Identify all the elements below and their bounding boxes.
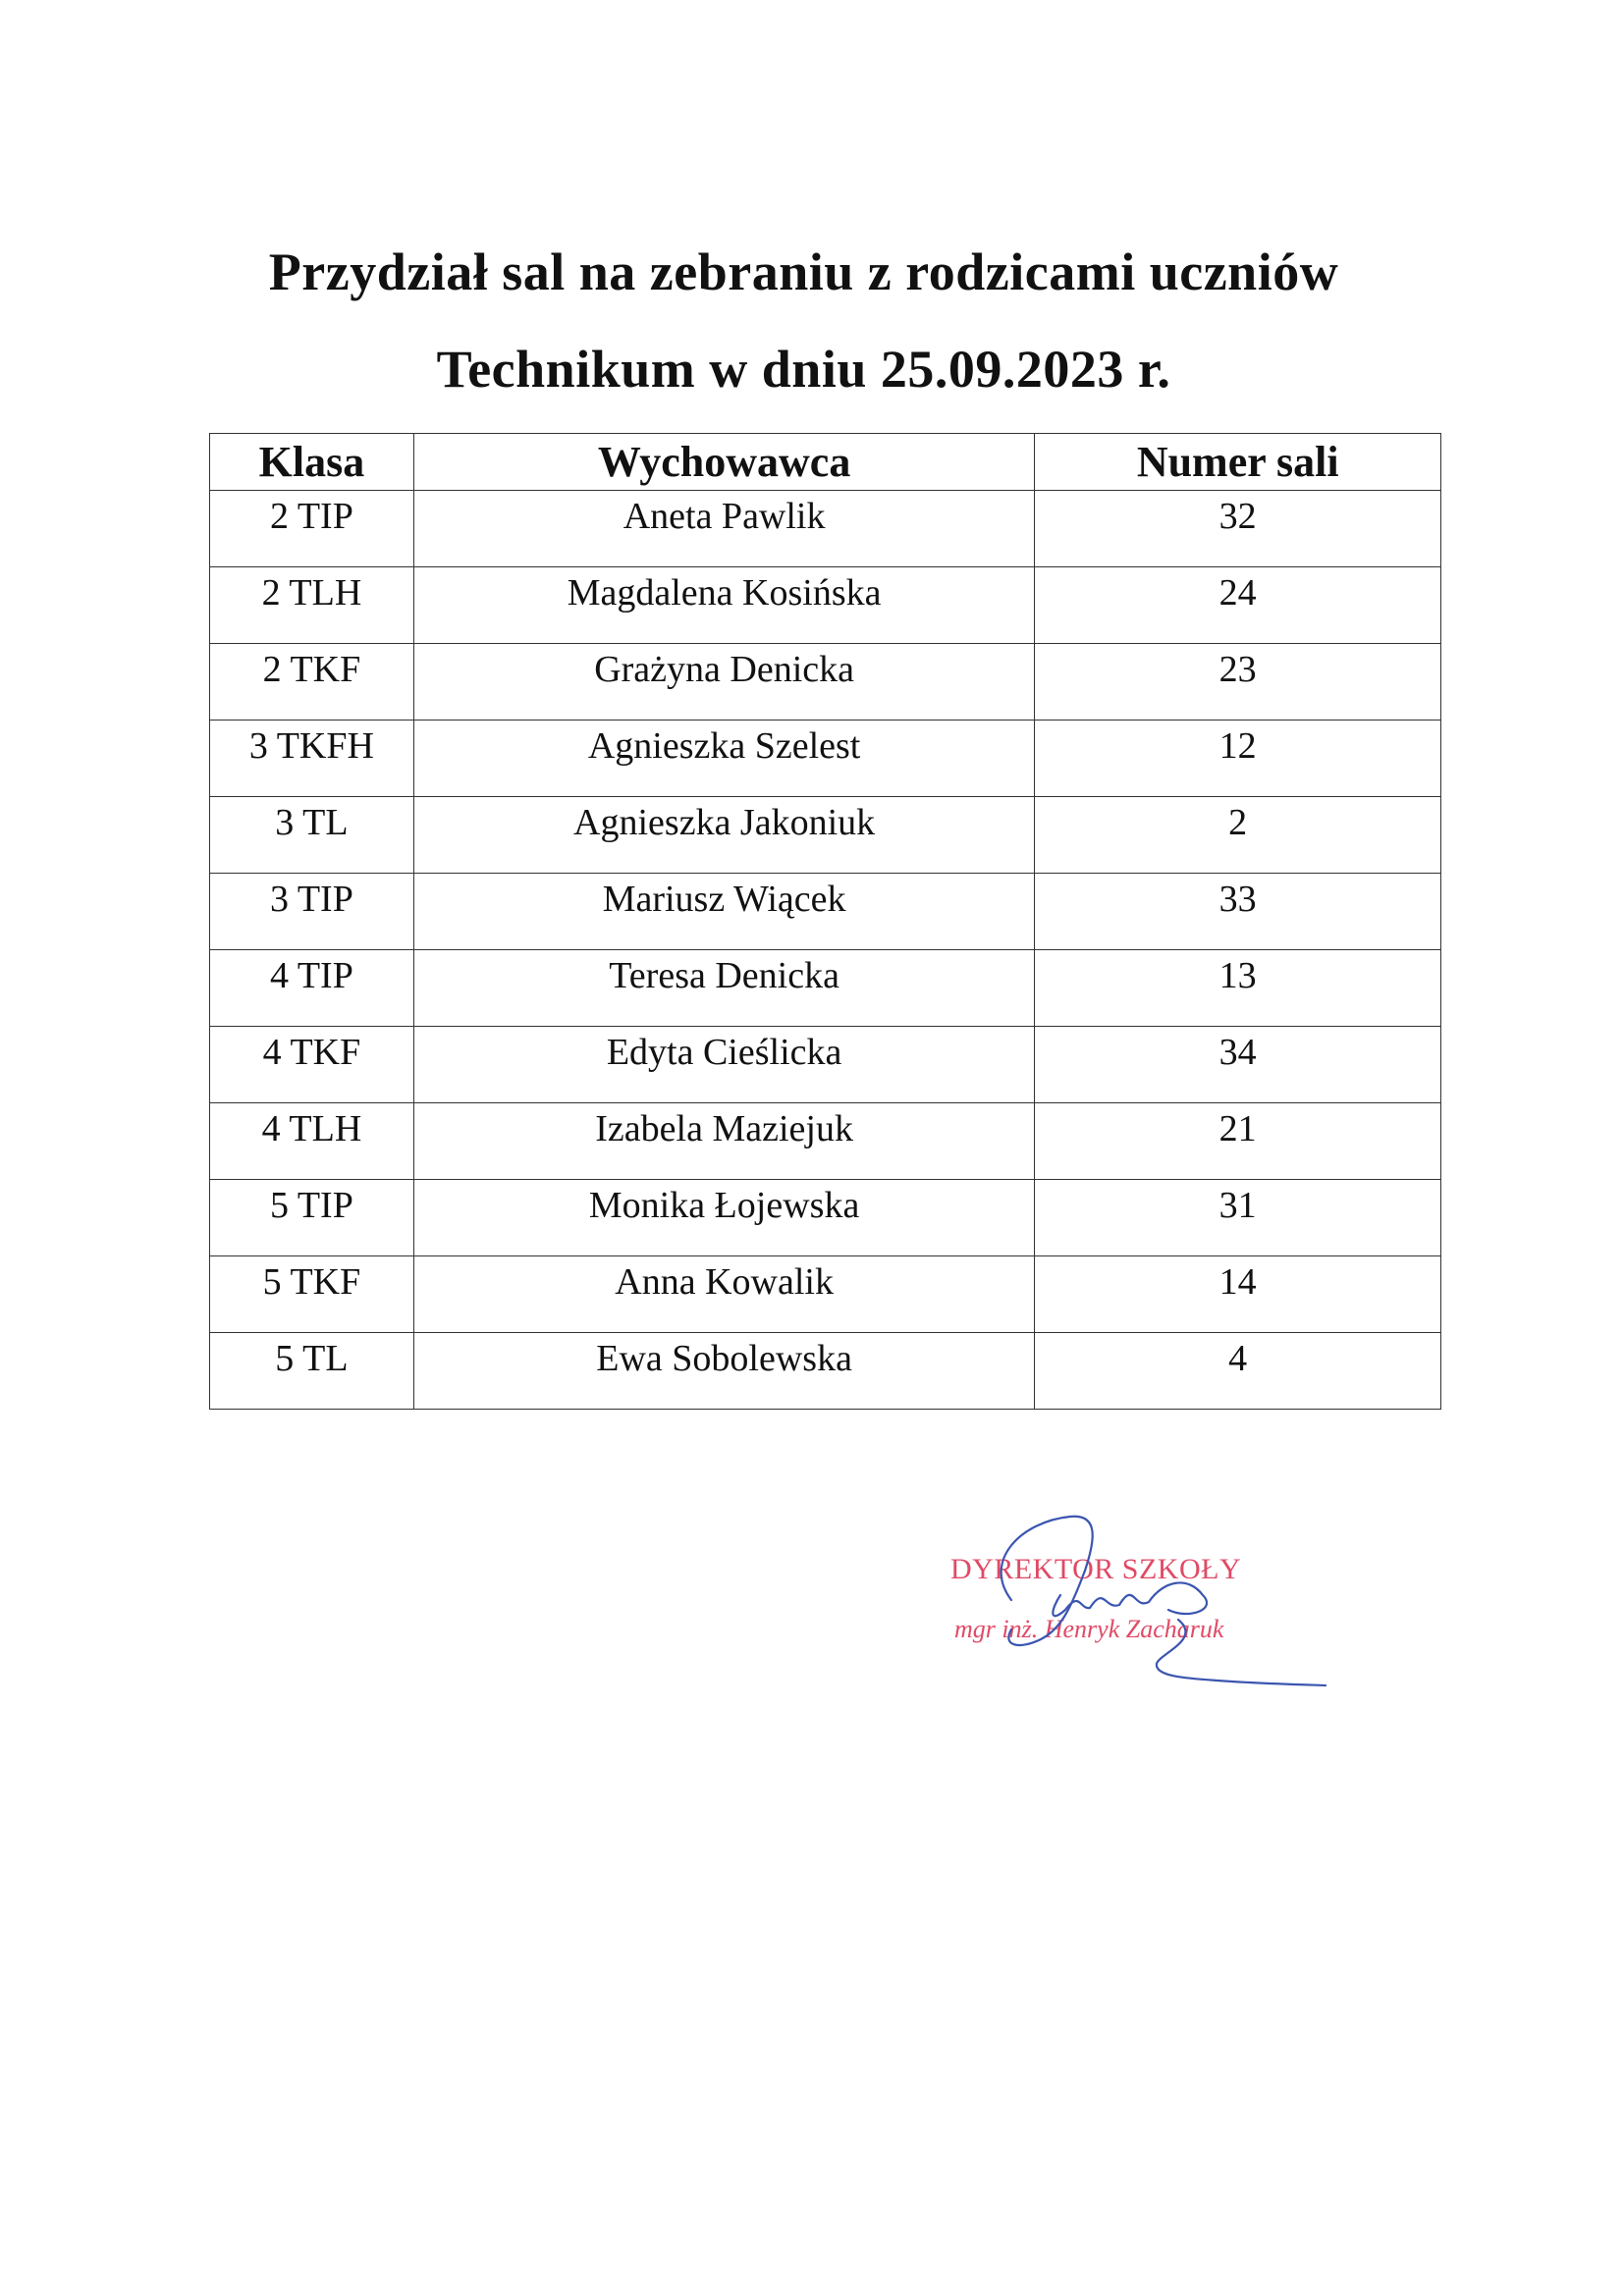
header-wychowawca: Wychowawca — [412, 433, 1036, 491]
cell-wychowawca: Magdalena Kosińska — [412, 566, 1036, 644]
table-row: 3 TIP Mariusz Wiącek 33 — [209, 873, 1441, 950]
cell-wychowawca: Aneta Pawlik — [412, 490, 1036, 567]
stamp-title: DYREKTOR SZKOŁY — [950, 1553, 1242, 1585]
cell-wychowawca: Teresa Denicka — [412, 949, 1036, 1027]
signature-stroke — [1052, 1581, 1209, 1618]
cell-klasa: 5 TKF — [209, 1255, 414, 1333]
signature — [1000, 1515, 1327, 1687]
cell-klasa: 4 TKF — [209, 1026, 414, 1103]
cell-klasa: 3 TKFH — [209, 720, 414, 797]
cell-klasa: 5 TL — [209, 1332, 414, 1410]
cell-numer-sali: 2 — [1034, 796, 1441, 874]
table-header-row: Klasa Wychowawca Numer sali — [209, 433, 1441, 491]
cell-numer-sali: 14 — [1034, 1255, 1441, 1333]
table-row: 3 TKFH Agnieszka Szelest 12 — [209, 720, 1441, 797]
cell-wychowawca: Izabela Maziejuk — [412, 1102, 1036, 1180]
table-row: 5 TL Ewa Sobolewska 4 — [209, 1332, 1441, 1410]
cell-numer-sali: 33 — [1034, 873, 1441, 950]
signature-stroke — [1000, 1515, 1094, 1647]
cell-wychowawca: Anna Kowalik — [412, 1255, 1036, 1333]
table-row: 4 TLH Izabela Maziejuk 21 — [209, 1102, 1441, 1180]
table-row: 5 TIP Monika Łojewska 31 — [209, 1179, 1441, 1256]
room-assignment-table: Klasa Wychowawca Numer sali 2 TIP Aneta P… — [209, 433, 1441, 1410]
cell-numer-sali: 32 — [1034, 490, 1441, 567]
header-numer-sali: Numer sali — [1034, 433, 1441, 491]
cell-klasa: 3 TL — [209, 796, 414, 874]
cell-klasa: 2 TKF — [209, 643, 414, 721]
cell-numer-sali: 12 — [1034, 720, 1441, 797]
cell-klasa: 5 TIP — [209, 1179, 414, 1256]
document-title: Przydział sal na zebraniu z rodzicami uc… — [268, 242, 1339, 301]
cell-numer-sali: 13 — [1034, 949, 1441, 1027]
table-row: 4 TKF Edyta Cieślicka 34 — [209, 1026, 1441, 1103]
cell-klasa: 4 TIP — [209, 949, 414, 1027]
cell-klasa: 2 TLH — [209, 566, 414, 644]
table-row: 5 TKF Anna Kowalik 14 — [209, 1255, 1441, 1333]
cell-wychowawca: Agnieszka Szelest — [412, 720, 1036, 797]
cell-wychowawca: Monika Łojewska — [412, 1179, 1036, 1256]
header-klasa: Klasa — [209, 433, 414, 491]
document-subtitle: Technikum w dniu 25.09.2023 r. — [436, 340, 1171, 399]
cell-wychowawca: Mariusz Wiącek — [412, 873, 1036, 950]
cell-wychowawca: Agnieszka Jakoniuk — [412, 796, 1036, 874]
cell-klasa: 2 TIP — [209, 490, 414, 567]
cell-numer-sali: 4 — [1034, 1332, 1441, 1410]
cell-numer-sali: 31 — [1034, 1179, 1441, 1256]
table-row: 3 TL Agnieszka Jakoniuk 2 — [209, 796, 1441, 874]
table-row: 4 TIP Teresa Denicka 13 — [209, 949, 1441, 1027]
cell-numer-sali: 21 — [1034, 1102, 1441, 1180]
cell-numer-sali: 23 — [1034, 643, 1441, 721]
cell-klasa: 3 TIP — [209, 873, 414, 950]
cell-wychowawca: Ewa Sobolewska — [412, 1332, 1036, 1410]
cell-wychowawca: Grażyna Denicka — [412, 643, 1036, 721]
cell-wychowawca: Edyta Cieślicka — [412, 1026, 1036, 1103]
cell-klasa: 4 TLH — [209, 1102, 414, 1180]
signature-stroke — [1155, 1618, 1327, 1687]
table-row: 2 TLH Magdalena Kosińska 24 — [209, 566, 1441, 644]
cell-numer-sali: 24 — [1034, 566, 1441, 644]
table-row: 2 TKF Grażyna Denicka 23 — [209, 643, 1441, 721]
table-row: 2 TIP Aneta Pawlik 32 — [209, 490, 1441, 567]
cell-numer-sali: 34 — [1034, 1026, 1441, 1103]
